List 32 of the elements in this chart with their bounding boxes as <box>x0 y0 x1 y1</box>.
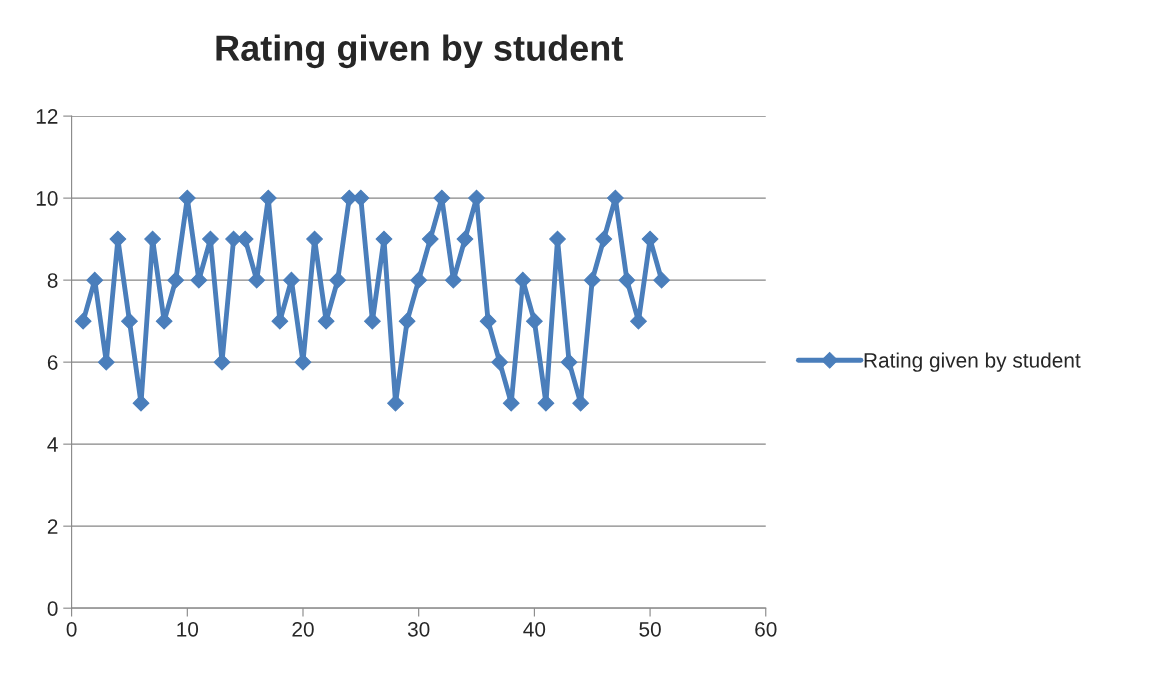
point <box>456 230 474 248</box>
y-tick-label: 12 <box>36 109 58 124</box>
chart-title: Rating given by student <box>216 34 623 69</box>
point <box>526 312 543 330</box>
y-tick-label: 10 <box>36 191 58 206</box>
y-tick-label: 8 <box>47 273 58 288</box>
point <box>74 312 92 330</box>
point <box>421 230 439 248</box>
x-tick-label: 40 <box>523 621 546 637</box>
x-tick-label: 10 <box>177 621 199 637</box>
point <box>479 312 497 330</box>
y-tick-label: 6 <box>47 355 58 370</box>
point <box>398 312 416 330</box>
y-tick-label: 4 <box>47 437 58 452</box>
point <box>583 271 601 289</box>
y-tick-label: 2 <box>47 519 58 534</box>
point <box>618 271 636 289</box>
x-tick-label: 60 <box>755 621 777 637</box>
point <box>121 312 138 330</box>
x-tick-label: 20 <box>292 621 314 637</box>
point <box>167 271 185 289</box>
point <box>329 271 347 289</box>
point <box>560 353 578 371</box>
x-tick-label: 30 <box>407 621 430 637</box>
point <box>410 271 428 289</box>
x-tick-label: 50 <box>639 621 661 637</box>
point <box>653 271 671 289</box>
y-tick-label: 0 <box>47 601 58 616</box>
point <box>491 353 509 371</box>
x-tick-label: 0 <box>66 621 77 637</box>
point <box>595 230 613 248</box>
legend-label: Rating given by student <box>864 352 1081 372</box>
